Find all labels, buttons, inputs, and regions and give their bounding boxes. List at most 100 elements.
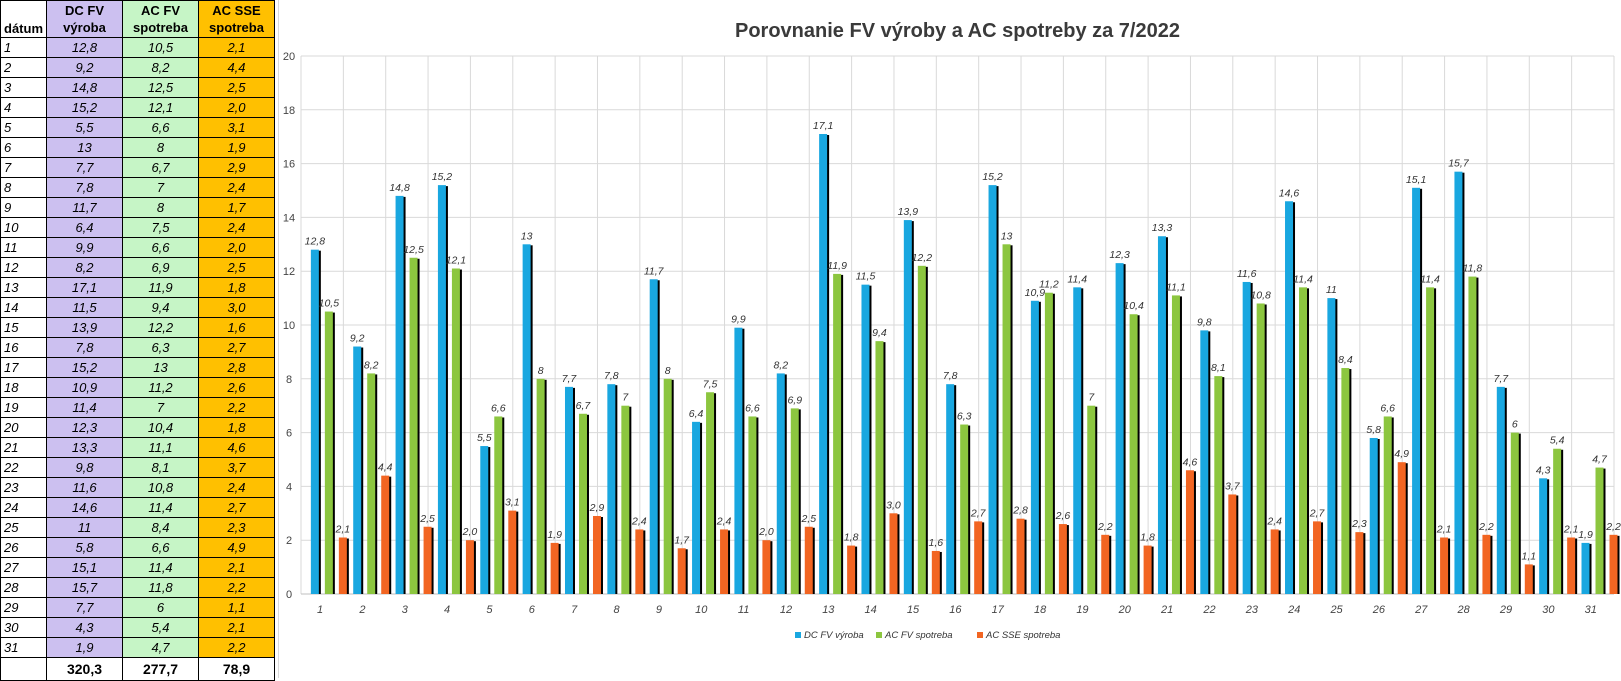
ac-cell[interactable]: 7,5: [122, 217, 199, 238]
dc-cell[interactable]: 11,6: [46, 477, 123, 498]
dc-cell[interactable]: 4,3: [46, 617, 123, 638]
sse-cell[interactable]: 2,3: [198, 517, 275, 538]
sse-cell[interactable]: 2,5: [198, 77, 275, 98]
dc-cell[interactable]: 11,4: [46, 397, 123, 418]
date-cell[interactable]: 24: [0, 497, 47, 518]
dc-cell[interactable]: 11: [46, 517, 123, 538]
total-sse-cell[interactable]: 78,9: [198, 657, 275, 681]
dc-cell[interactable]: 15,7: [46, 577, 123, 598]
sse-cell[interactable]: 2,4: [198, 477, 275, 498]
ac-cell[interactable]: 10,5: [122, 37, 199, 58]
date-cell[interactable]: 19: [0, 397, 47, 418]
ac-cell[interactable]: 6,7: [122, 157, 199, 178]
sse-cell[interactable]: 2,4: [198, 217, 275, 238]
date-cell[interactable]: 18: [0, 377, 47, 398]
dc-cell[interactable]: 8,2: [46, 257, 123, 278]
sse-cell[interactable]: 1,7: [198, 197, 275, 218]
sse-cell[interactable]: 2,9: [198, 157, 275, 178]
date-cell[interactable]: 5: [0, 117, 47, 138]
date-cell[interactable]: 10: [0, 217, 47, 238]
ac-cell[interactable]: 5,4: [122, 617, 199, 638]
ac-cell[interactable]: 9,4: [122, 297, 199, 318]
dc-cell[interactable]: 13,3: [46, 437, 123, 458]
sse-cell[interactable]: 2,2: [198, 637, 275, 658]
sse-cell[interactable]: 2,6: [198, 377, 275, 398]
header-date[interactable]: dátum: [0, 0, 47, 38]
dc-cell[interactable]: 15,2: [46, 357, 123, 378]
dc-cell[interactable]: 9,8: [46, 457, 123, 478]
ac-cell[interactable]: 13: [122, 357, 199, 378]
dc-cell[interactable]: 13,9: [46, 317, 123, 338]
date-cell[interactable]: 30: [0, 617, 47, 638]
ac-cell[interactable]: 7: [122, 397, 199, 418]
total-ac-cell[interactable]: 277,7: [122, 657, 199, 681]
sse-cell[interactable]: 2,7: [198, 337, 275, 358]
date-cell[interactable]: 23: [0, 477, 47, 498]
sse-cell[interactable]: 1,6: [198, 317, 275, 338]
ac-cell[interactable]: 11,1: [122, 437, 199, 458]
sse-cell[interactable]: 2,4: [198, 177, 275, 198]
ac-cell[interactable]: 6,6: [122, 237, 199, 258]
sse-cell[interactable]: 2,1: [198, 617, 275, 638]
sse-cell[interactable]: 1,8: [198, 417, 275, 438]
ac-cell[interactable]: 8,1: [122, 457, 199, 478]
dc-cell[interactable]: 7,7: [46, 157, 123, 178]
date-cell[interactable]: 6: [0, 137, 47, 158]
dc-cell[interactable]: 14,8: [46, 77, 123, 98]
sse-cell[interactable]: 2,2: [198, 577, 275, 598]
date-cell[interactable]: 4: [0, 97, 47, 118]
sse-cell[interactable]: 4,4: [198, 57, 275, 78]
ac-cell[interactable]: 12,1: [122, 97, 199, 118]
dc-cell[interactable]: 9,9: [46, 237, 123, 258]
date-cell[interactable]: 20: [0, 417, 47, 438]
ac-cell[interactable]: 8,4: [122, 517, 199, 538]
date-cell[interactable]: 11: [0, 237, 47, 258]
ac-cell[interactable]: 11,9: [122, 277, 199, 298]
date-cell[interactable]: 13: [0, 277, 47, 298]
dc-cell[interactable]: 7,7: [46, 597, 123, 618]
ac-cell[interactable]: 11,2: [122, 377, 199, 398]
ac-cell[interactable]: 6,9: [122, 257, 199, 278]
total-label-cell[interactable]: [0, 657, 47, 681]
date-cell[interactable]: 28: [0, 577, 47, 598]
sse-cell[interactable]: 2,7: [198, 497, 275, 518]
total-dc-cell[interactable]: 320,3: [46, 657, 123, 681]
dc-cell[interactable]: 5,5: [46, 117, 123, 138]
ac-cell[interactable]: 8: [122, 197, 199, 218]
dc-cell[interactable]: 1,9: [46, 637, 123, 658]
date-cell[interactable]: 25: [0, 517, 47, 538]
ac-cell[interactable]: 8: [122, 137, 199, 158]
sse-cell[interactable]: 4,6: [198, 437, 275, 458]
dc-cell[interactable]: 14,6: [46, 497, 123, 518]
sse-cell[interactable]: 3,7: [198, 457, 275, 478]
ac-cell[interactable]: 12,5: [122, 77, 199, 98]
date-cell[interactable]: 17: [0, 357, 47, 378]
ac-cell[interactable]: 6,6: [122, 537, 199, 558]
sse-cell[interactable]: 1,1: [198, 597, 275, 618]
sse-cell[interactable]: 2,8: [198, 357, 275, 378]
dc-cell[interactable]: 11,5: [46, 297, 123, 318]
date-cell[interactable]: 15: [0, 317, 47, 338]
date-cell[interactable]: 22: [0, 457, 47, 478]
dc-cell[interactable]: 11,7: [46, 197, 123, 218]
ac-cell[interactable]: 10,8: [122, 477, 199, 498]
date-cell[interactable]: 8: [0, 177, 47, 198]
ac-cell[interactable]: 7: [122, 177, 199, 198]
date-cell[interactable]: 16: [0, 337, 47, 358]
ac-cell[interactable]: 12,2: [122, 317, 199, 338]
date-cell[interactable]: 12: [0, 257, 47, 278]
ac-cell[interactable]: 11,4: [122, 557, 199, 578]
sse-cell[interactable]: 3,1: [198, 117, 275, 138]
sse-cell[interactable]: 2,0: [198, 237, 275, 258]
ac-cell[interactable]: 10,4: [122, 417, 199, 438]
date-cell[interactable]: 21: [0, 437, 47, 458]
dc-cell[interactable]: 12,3: [46, 417, 123, 438]
dc-cell[interactable]: 12,8: [46, 37, 123, 58]
sse-cell[interactable]: 2,1: [198, 37, 275, 58]
sse-cell[interactable]: 2,0: [198, 97, 275, 118]
header-ac-fv[interactable]: AC FV spotreba: [122, 0, 199, 38]
date-cell[interactable]: 29: [0, 597, 47, 618]
ac-cell[interactable]: 6,6: [122, 117, 199, 138]
header-ac-sse[interactable]: AC SSE spotreba: [198, 0, 275, 38]
ac-cell[interactable]: 4,7: [122, 637, 199, 658]
